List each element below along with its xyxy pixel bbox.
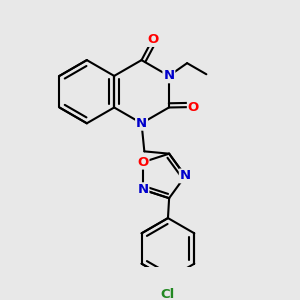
Text: O: O [147,33,158,46]
Text: O: O [188,100,199,113]
Text: Cl: Cl [161,288,175,300]
Text: O: O [137,156,148,169]
Text: N: N [136,117,147,130]
Text: O: O [147,33,158,46]
Text: N: N [163,69,175,82]
Text: N: N [180,169,191,182]
Text: O: O [188,100,199,113]
Text: N: N [137,183,148,196]
